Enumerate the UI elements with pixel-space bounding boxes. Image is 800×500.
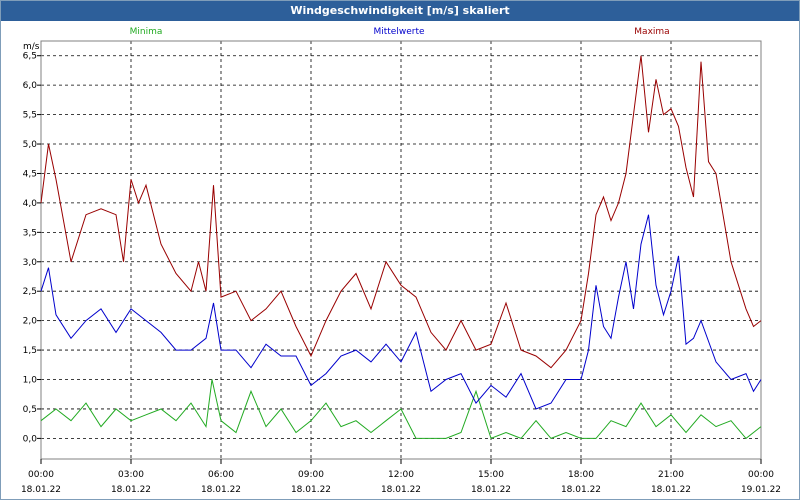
- x-tick-date: 18.01.22: [651, 485, 691, 495]
- y-tick-label: 3,0: [23, 258, 38, 268]
- y-tick-label: 4,0: [23, 199, 38, 209]
- series-line-maxima: [40, 55, 762, 369]
- x-tick-time: 09:00: [298, 470, 324, 480]
- y-tick-label: 4,5: [23, 169, 37, 179]
- x-tick-time: 18:00: [568, 470, 594, 480]
- x-tick-date: 18.01.22: [111, 485, 151, 495]
- y-tick-label: 5,5: [23, 111, 37, 121]
- x-tick-time: 00:00: [28, 470, 54, 480]
- y-axis-label: m/s: [23, 42, 40, 52]
- x-tick-date: 18.01.22: [21, 485, 61, 495]
- y-tick-label: 1,0: [23, 376, 38, 386]
- y-tick-label: 0,0: [23, 434, 38, 444]
- y-tick-label: 1,5: [23, 346, 37, 356]
- legend-minima: Minima: [130, 27, 163, 37]
- axis-labels: 0,0 0,5 1,0 1,5 2,0 2,5 3,0 3,5 4,0 4,5 5,0 5,5 6,0 6…: [21, 52, 781, 495]
- x-tick-date: 18.01.22: [561, 485, 601, 495]
- legend-mittelwerte: Mittelwerte: [373, 27, 424, 37]
- y-tick-label: 2,5: [23, 287, 37, 297]
- x-tick-time: 21:00: [658, 470, 684, 480]
- series-line-minima: [40, 379, 762, 440]
- y-tick-label: 3,5: [23, 228, 37, 238]
- y-tick-label: 6,0: [23, 81, 38, 91]
- x-tick-time: 03:00: [118, 470, 144, 480]
- y-tick-label: 2,0: [23, 317, 38, 327]
- x-tick-date: 18.01.22: [381, 485, 421, 495]
- series-line-mittelwerte: [40, 214, 762, 410]
- x-tick-date: 18.01.22: [201, 485, 241, 495]
- x-tick-time: 06:00: [208, 470, 234, 480]
- x-tick-time: 00:00: [748, 470, 774, 480]
- legend-maxima: Maxima: [634, 27, 669, 37]
- series-lines: [40, 55, 762, 440]
- chart-title: Windgeschwindigkeit [m/s] skaliert: [1, 1, 799, 21]
- line-chart: 0,0 0,5 1,0 1,5 2,0 2,5 3,0 3,5 4,0 4,5 5,0 5,5 6,0 6…: [21, 27, 781, 495]
- x-tick-time: 15:00: [478, 470, 504, 480]
- x-tick-time: 12:00: [388, 470, 414, 480]
- y-tick-label: 0,5: [23, 405, 37, 415]
- x-tick-date: 18.01.22: [471, 485, 511, 495]
- x-tick-date: 18.01.22: [291, 485, 331, 495]
- y-tick-label: 6,5: [23, 52, 37, 62]
- x-tick-date: 19.01.22: [741, 485, 781, 495]
- axes: [37, 40, 762, 464]
- y-tick-label: 5,0: [23, 140, 38, 150]
